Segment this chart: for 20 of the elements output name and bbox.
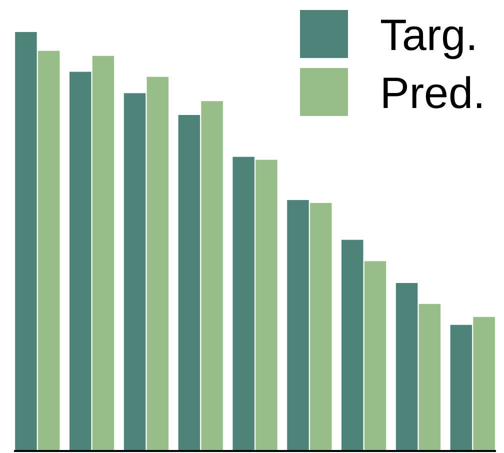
bar bbox=[146, 76, 168, 451]
bar bbox=[92, 56, 114, 451]
bar bbox=[69, 72, 92, 451]
bar bbox=[473, 316, 495, 451]
bar bbox=[342, 240, 364, 451]
bar bbox=[364, 261, 386, 451]
bar bbox=[178, 114, 200, 451]
legend-label: Targ. bbox=[380, 11, 478, 60]
bar bbox=[310, 202, 332, 451]
bar bbox=[15, 32, 37, 451]
bar bbox=[232, 156, 254, 451]
bar bbox=[287, 200, 309, 451]
bar bbox=[38, 50, 60, 451]
bar bbox=[396, 282, 418, 451]
legend-label: Pred. bbox=[380, 69, 486, 118]
bar bbox=[450, 324, 472, 451]
bar bbox=[256, 160, 278, 451]
bar bbox=[124, 93, 146, 451]
bar bbox=[418, 304, 441, 451]
bar bbox=[201, 101, 223, 451]
